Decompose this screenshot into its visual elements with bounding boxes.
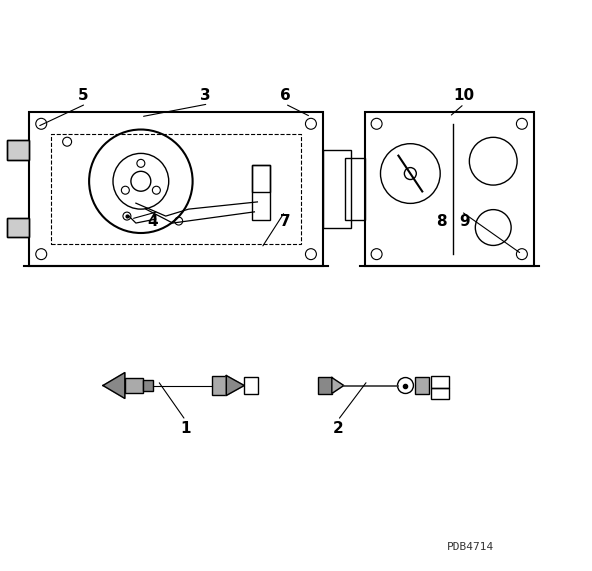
Bar	[252, 165, 271, 192]
Bar	[8, 140, 29, 160]
Bar	[29, 112, 323, 266]
Bar	[416, 376, 429, 395]
Bar	[252, 165, 271, 220]
Bar	[432, 388, 449, 400]
Text: 1: 1	[181, 421, 191, 436]
Text: 2: 2	[333, 421, 343, 436]
Text: PDB4714: PDB4714	[447, 542, 494, 552]
Bar	[8, 218, 29, 238]
Bar	[365, 112, 534, 266]
Bar	[213, 376, 226, 396]
Bar	[323, 150, 350, 227]
Polygon shape	[103, 372, 125, 399]
Bar	[318, 376, 332, 395]
Text: 7: 7	[280, 214, 290, 229]
Text: 10: 10	[453, 89, 475, 103]
Bar	[8, 218, 29, 238]
Bar	[345, 158, 365, 220]
Bar	[51, 134, 301, 244]
Bar	[125, 377, 143, 393]
Text: 6: 6	[279, 89, 291, 103]
Text: 9: 9	[459, 214, 469, 229]
Text: 3: 3	[200, 89, 211, 103]
Polygon shape	[332, 377, 344, 393]
Text: 5: 5	[78, 89, 88, 103]
Bar	[432, 376, 449, 388]
Bar	[8, 140, 29, 160]
Text: 8: 8	[436, 214, 446, 229]
Polygon shape	[226, 376, 244, 396]
Text: 4: 4	[147, 214, 158, 229]
Bar	[143, 380, 153, 392]
Bar	[244, 376, 258, 395]
